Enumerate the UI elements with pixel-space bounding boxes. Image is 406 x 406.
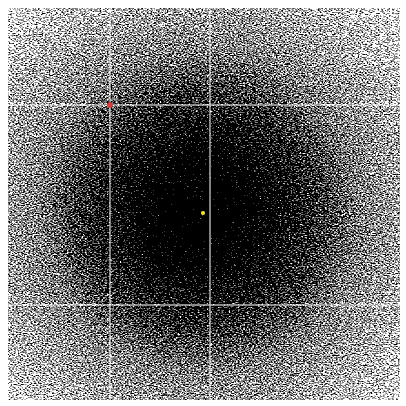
red-marker (107, 102, 113, 108)
noise-view (0, 0, 406, 406)
yellow-marker (201, 211, 205, 215)
page: (() => { const data = JSON.parse(documen… (0, 0, 406, 406)
noise-field (8, 8, 400, 400)
